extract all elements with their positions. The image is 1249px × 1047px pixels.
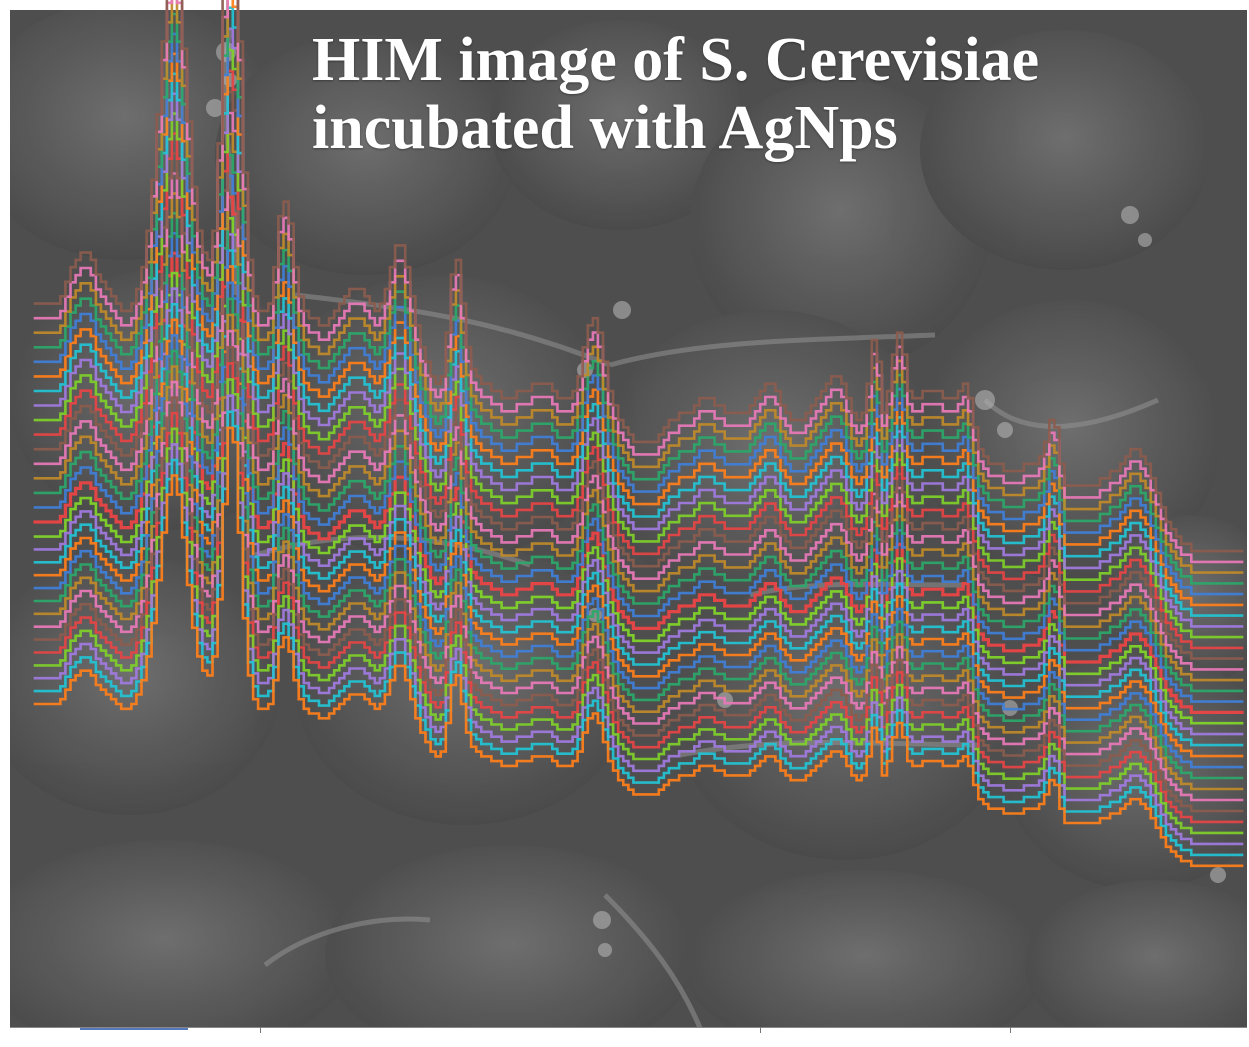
spectrum-line [33,6,1244,617]
spectrum-line [33,426,1244,868]
spectrum-line [33,90,1244,660]
spectrum-line [33,48,1244,639]
spectrum-line [33,132,1244,682]
spectrum-line [33,69,1244,650]
spectrum-line [33,0,1244,564]
spectrum-line [33,0,1244,585]
bottom-axis-line [10,1027,1247,1028]
scale-bar [80,1028,188,1030]
spectrum-line [33,0,1244,574]
axis-tick [760,1027,761,1033]
spectrum-line [33,153,1244,693]
spectrum-line [33,111,1244,671]
spectrum-line [33,174,1244,703]
title-line-2: incubated with AgNps [312,94,898,162]
axis-tick [260,1027,261,1033]
spectrum-line [33,0,1244,596]
axis-tick [1010,1027,1011,1033]
spectrum-line [33,27,1244,628]
spectrum-line [33,0,1244,607]
spectrum-line [33,313,1244,791]
spectrum-line [33,0,1244,553]
title-line-1: HIM image of S. Cerevisiae [312,26,1040,94]
figure-title: HIM image of S. Cerevisiae incubated wit… [312,26,1212,162]
